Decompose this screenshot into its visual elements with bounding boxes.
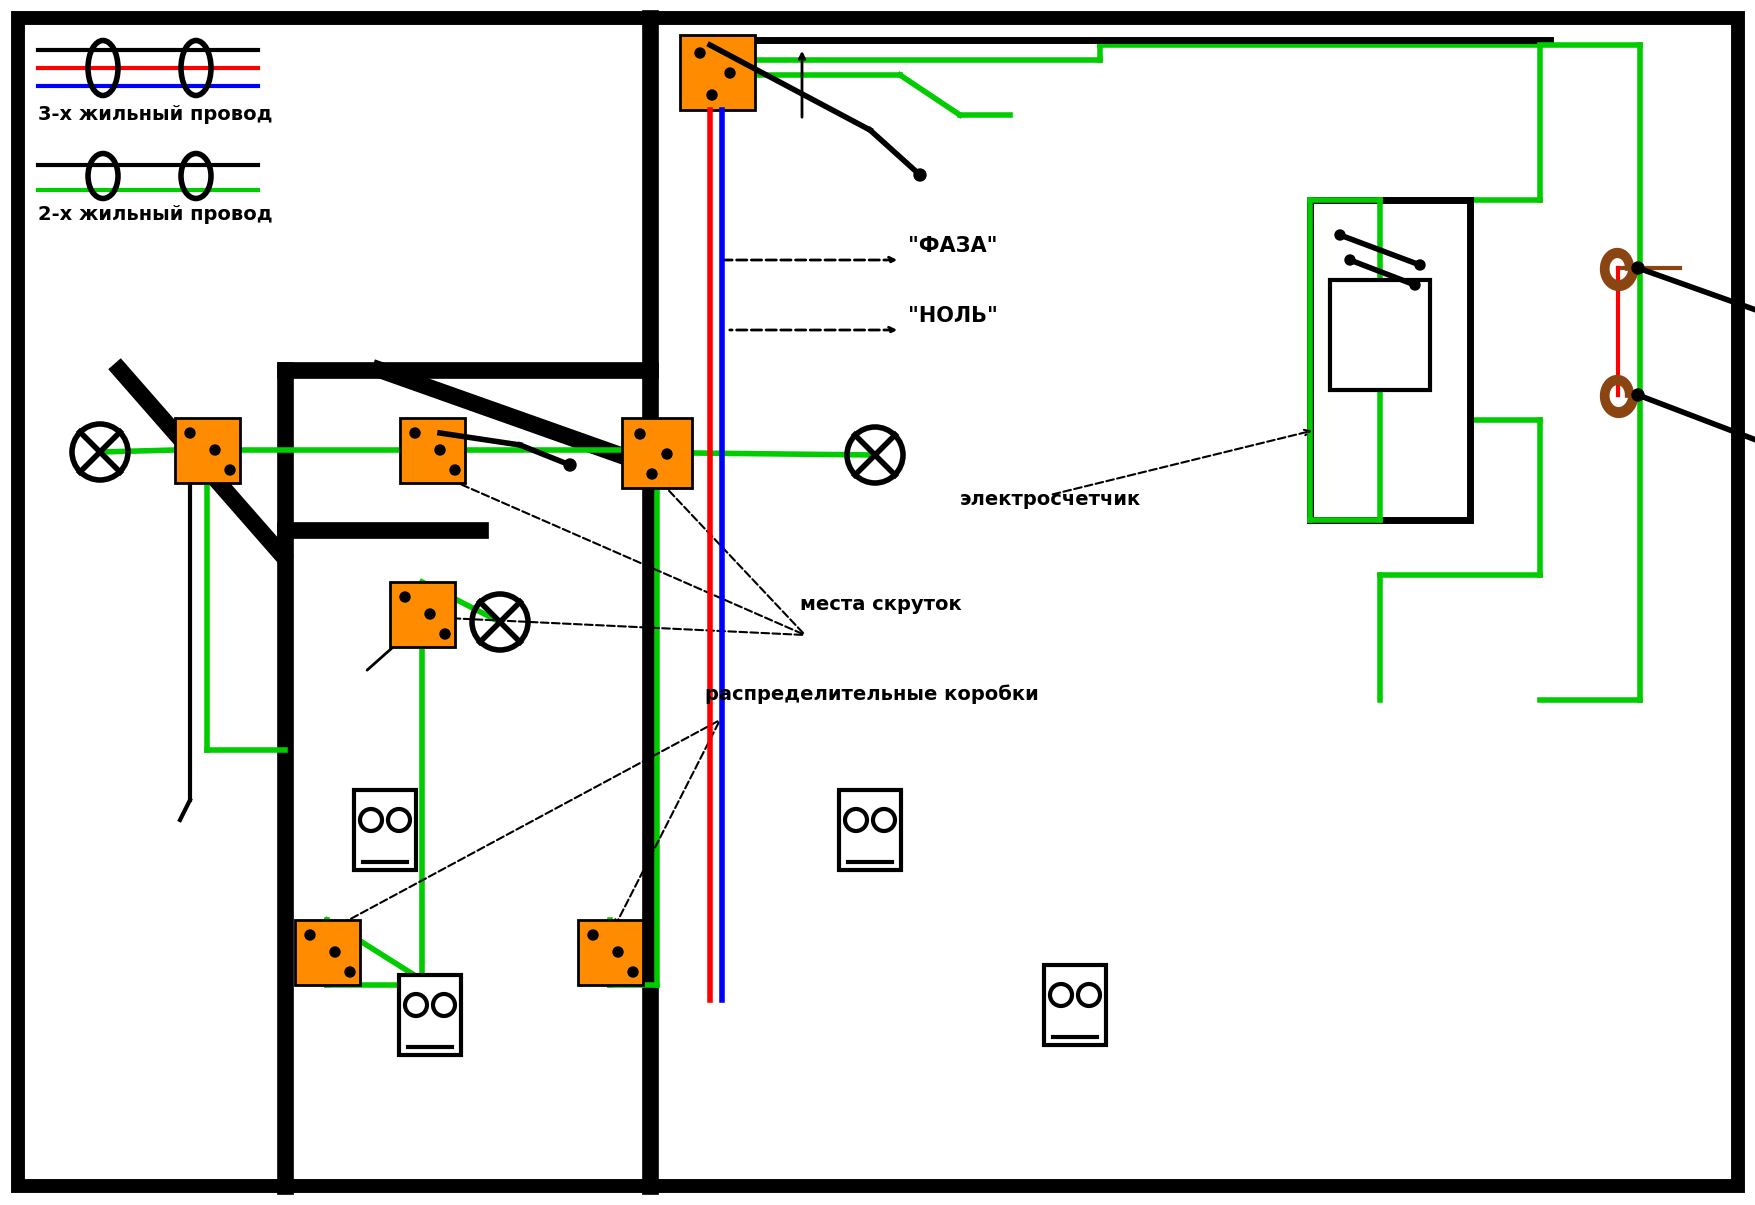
Text: электросчетчик: электросчетчик xyxy=(960,490,1141,509)
Circle shape xyxy=(344,966,355,977)
Bar xyxy=(679,35,755,110)
Circle shape xyxy=(563,459,576,471)
Text: 2-х жильный провод: 2-х жильный провод xyxy=(39,205,272,224)
Text: распределительные коробки: распределительные коробки xyxy=(704,684,1039,704)
Circle shape xyxy=(1344,255,1355,265)
Circle shape xyxy=(662,449,672,459)
Bar xyxy=(621,418,691,488)
Circle shape xyxy=(628,966,637,977)
Circle shape xyxy=(1630,389,1643,401)
Circle shape xyxy=(588,930,598,940)
Bar xyxy=(1329,280,1429,390)
Circle shape xyxy=(330,947,340,957)
Bar xyxy=(176,418,240,483)
Circle shape xyxy=(1630,261,1643,274)
Bar xyxy=(400,418,465,483)
Bar xyxy=(839,790,900,870)
Bar xyxy=(390,582,455,647)
Circle shape xyxy=(1409,280,1420,290)
Circle shape xyxy=(211,445,219,455)
Circle shape xyxy=(225,465,235,475)
Circle shape xyxy=(646,469,656,480)
Circle shape xyxy=(305,930,314,940)
Circle shape xyxy=(1334,230,1344,240)
Circle shape xyxy=(914,169,925,181)
Bar xyxy=(295,919,360,984)
Text: "ФАЗА": "ФАЗА" xyxy=(907,236,997,255)
Text: "НОЛЬ": "НОЛЬ" xyxy=(907,306,997,327)
Text: 3-х жильный провод: 3-х жильный провод xyxy=(39,105,272,124)
Text: места скруток: места скруток xyxy=(800,595,962,615)
Circle shape xyxy=(441,629,449,639)
Bar xyxy=(355,790,416,870)
Bar xyxy=(577,919,642,984)
Circle shape xyxy=(695,48,704,58)
Circle shape xyxy=(184,428,195,437)
Circle shape xyxy=(725,67,735,78)
Bar xyxy=(1044,965,1106,1045)
Bar xyxy=(1309,200,1469,521)
Circle shape xyxy=(612,947,623,957)
Circle shape xyxy=(635,429,644,439)
Circle shape xyxy=(435,445,444,455)
Circle shape xyxy=(1415,260,1425,270)
Circle shape xyxy=(707,90,716,100)
Circle shape xyxy=(449,465,460,475)
Circle shape xyxy=(400,592,409,602)
Bar xyxy=(398,975,462,1056)
Circle shape xyxy=(409,428,419,437)
Circle shape xyxy=(425,609,435,619)
